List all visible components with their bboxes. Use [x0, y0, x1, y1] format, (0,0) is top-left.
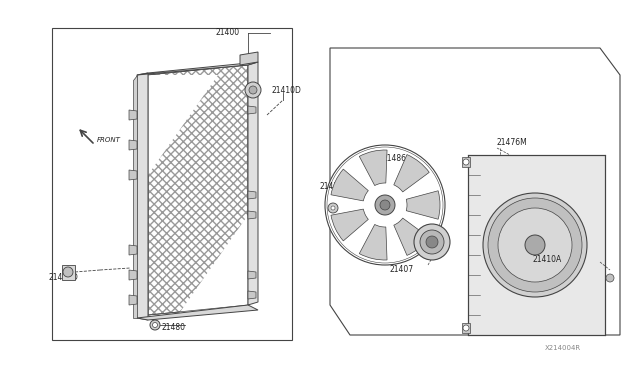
Circle shape: [325, 145, 445, 265]
Wedge shape: [394, 218, 429, 256]
Text: 21480: 21480: [162, 324, 186, 333]
Circle shape: [463, 159, 469, 165]
Circle shape: [426, 236, 438, 248]
Circle shape: [249, 86, 257, 94]
Circle shape: [63, 267, 73, 277]
Circle shape: [331, 206, 335, 210]
Circle shape: [488, 198, 582, 292]
Circle shape: [525, 235, 545, 255]
Polygon shape: [178, 215, 248, 315]
Polygon shape: [137, 62, 258, 75]
Polygon shape: [248, 291, 256, 299]
Circle shape: [414, 224, 450, 260]
Polygon shape: [137, 305, 258, 320]
Text: 21486: 21486: [383, 154, 407, 163]
Text: 21410A: 21410A: [533, 256, 563, 264]
Polygon shape: [148, 65, 248, 315]
Circle shape: [328, 203, 338, 213]
Circle shape: [498, 208, 572, 282]
Polygon shape: [143, 63, 253, 318]
Polygon shape: [248, 62, 258, 305]
Circle shape: [375, 195, 395, 215]
Polygon shape: [133, 75, 137, 318]
Polygon shape: [468, 155, 605, 335]
Polygon shape: [462, 157, 470, 167]
Polygon shape: [129, 245, 137, 255]
Polygon shape: [240, 52, 258, 65]
Text: 21400: 21400: [215, 28, 239, 36]
Circle shape: [245, 82, 261, 98]
Text: 21410B: 21410B: [320, 182, 349, 190]
Polygon shape: [129, 295, 137, 305]
Polygon shape: [62, 265, 75, 280]
Polygon shape: [148, 225, 248, 315]
Circle shape: [152, 323, 157, 327]
Polygon shape: [148, 65, 248, 165]
Wedge shape: [331, 209, 369, 241]
Text: 21476M: 21476M: [497, 138, 528, 147]
Text: FRONT: FRONT: [97, 137, 121, 143]
Text: 21410D: 21410D: [48, 273, 78, 282]
Polygon shape: [129, 170, 137, 180]
Polygon shape: [129, 110, 137, 120]
Bar: [52, 28, 292, 340]
Circle shape: [463, 325, 469, 331]
Text: 21407: 21407: [390, 266, 414, 275]
Wedge shape: [359, 224, 387, 260]
Text: X214004R: X214004R: [545, 345, 581, 351]
Circle shape: [606, 274, 614, 282]
Polygon shape: [148, 65, 248, 315]
Polygon shape: [248, 106, 256, 114]
Wedge shape: [394, 155, 429, 192]
Polygon shape: [148, 75, 218, 175]
Wedge shape: [406, 191, 440, 219]
Text: 21410D: 21410D: [272, 86, 302, 94]
Polygon shape: [248, 211, 256, 219]
Wedge shape: [331, 169, 369, 201]
Polygon shape: [129, 140, 137, 150]
Polygon shape: [248, 271, 256, 279]
Circle shape: [420, 230, 444, 254]
Polygon shape: [248, 191, 256, 199]
Circle shape: [483, 193, 587, 297]
Circle shape: [380, 200, 390, 210]
Polygon shape: [462, 323, 470, 333]
Polygon shape: [129, 270, 137, 280]
Polygon shape: [137, 73, 148, 320]
Circle shape: [150, 320, 160, 330]
Wedge shape: [359, 150, 387, 186]
